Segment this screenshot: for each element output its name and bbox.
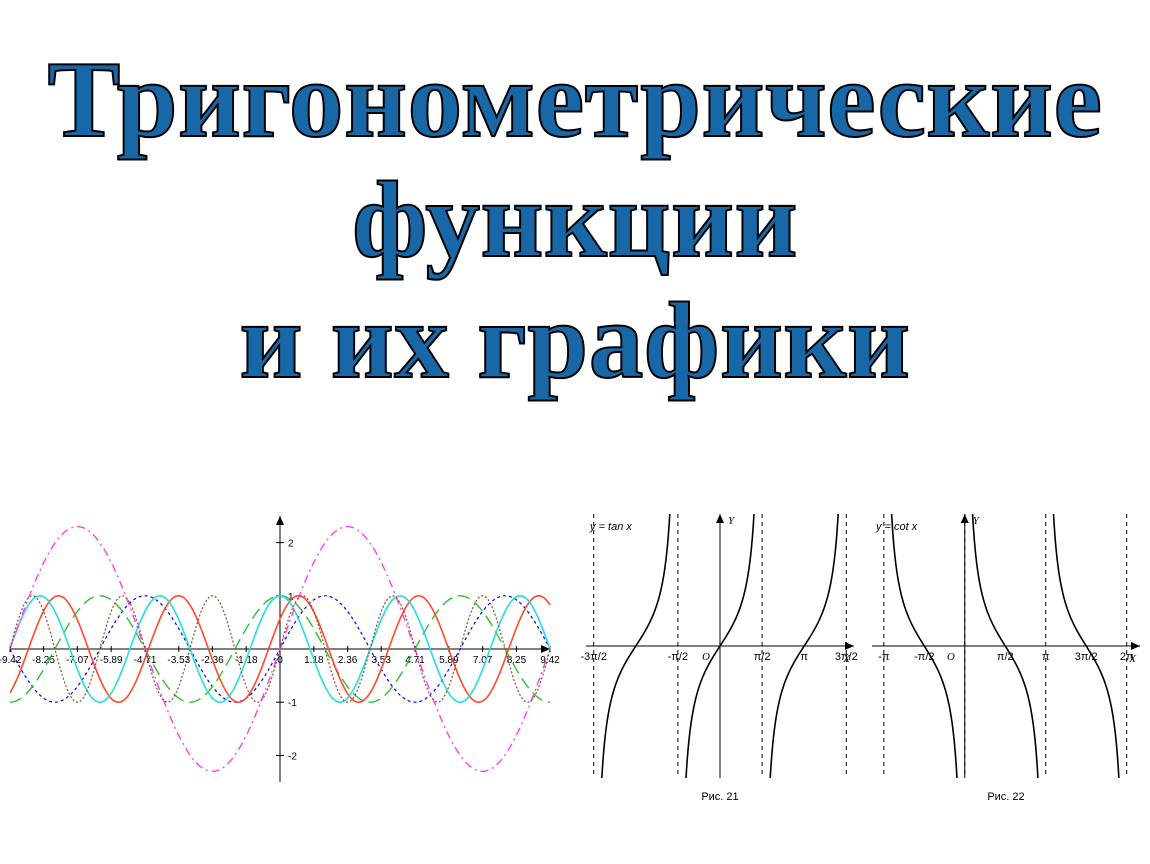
svg-text:Y: Y xyxy=(728,515,736,527)
svg-text:2: 2 xyxy=(288,539,294,550)
cot-chart: YXO-π-π/2π/2π3π/22πy = cot xРис. 22 xyxy=(866,506,1146,806)
svg-text:-π: -π xyxy=(878,651,890,663)
svg-text:O: O xyxy=(702,651,710,663)
tan-chart: YXO-3π/2-π/2π/2π3π/2y = tan xРис. 21 xyxy=(580,506,860,806)
fn-label: y = cot x xyxy=(875,521,918,533)
svg-text:O: O xyxy=(947,651,955,663)
svg-text:-9.42: -9.42 xyxy=(0,655,22,666)
slide-title: Тригонометрические функции и их графики xyxy=(0,0,1150,401)
svg-text:2π: 2π xyxy=(1120,651,1134,663)
svg-text:9.42: 9.42 xyxy=(540,655,560,666)
svg-text:3π/2: 3π/2 xyxy=(835,651,858,663)
svg-text:π/2: π/2 xyxy=(754,651,771,663)
svg-text:-3.53: -3.53 xyxy=(167,655,190,666)
svg-text:2.36: 2.36 xyxy=(338,655,358,666)
svg-text:0: 0 xyxy=(277,655,283,666)
svg-text:π: π xyxy=(1042,651,1050,663)
svg-text:3π/2: 3π/2 xyxy=(1075,651,1098,663)
svg-text:-1: -1 xyxy=(288,698,297,709)
slide: Тригонометрические функции и их графики … xyxy=(0,0,1150,864)
svg-text:π: π xyxy=(800,651,808,663)
chart-caption: Рис. 21 xyxy=(701,791,738,803)
svg-text:7.07: 7.07 xyxy=(473,655,493,666)
svg-text:-π/2: -π/2 xyxy=(668,651,688,663)
fn-label: y = tan x xyxy=(589,521,632,533)
svg-text:3.53: 3.53 xyxy=(371,655,391,666)
charts-row: -2-112-9.42-8.25-7.07-5.89-4.71-3.53-2.3… xyxy=(0,506,1150,806)
svg-text:-5.89: -5.89 xyxy=(100,655,123,666)
svg-text:-8.25: -8.25 xyxy=(32,655,55,666)
svg-text:-3π/2: -3π/2 xyxy=(580,651,607,663)
curve-branch xyxy=(596,506,676,806)
svg-text:-7.07: -7.07 xyxy=(66,655,89,666)
waves-chart: -2-112-9.42-8.25-7.07-5.89-4.71-3.53-2.3… xyxy=(0,506,560,806)
svg-text:5.89: 5.89 xyxy=(439,655,459,666)
chart-caption: Рис. 22 xyxy=(987,791,1024,803)
svg-text:-2: -2 xyxy=(288,751,297,762)
